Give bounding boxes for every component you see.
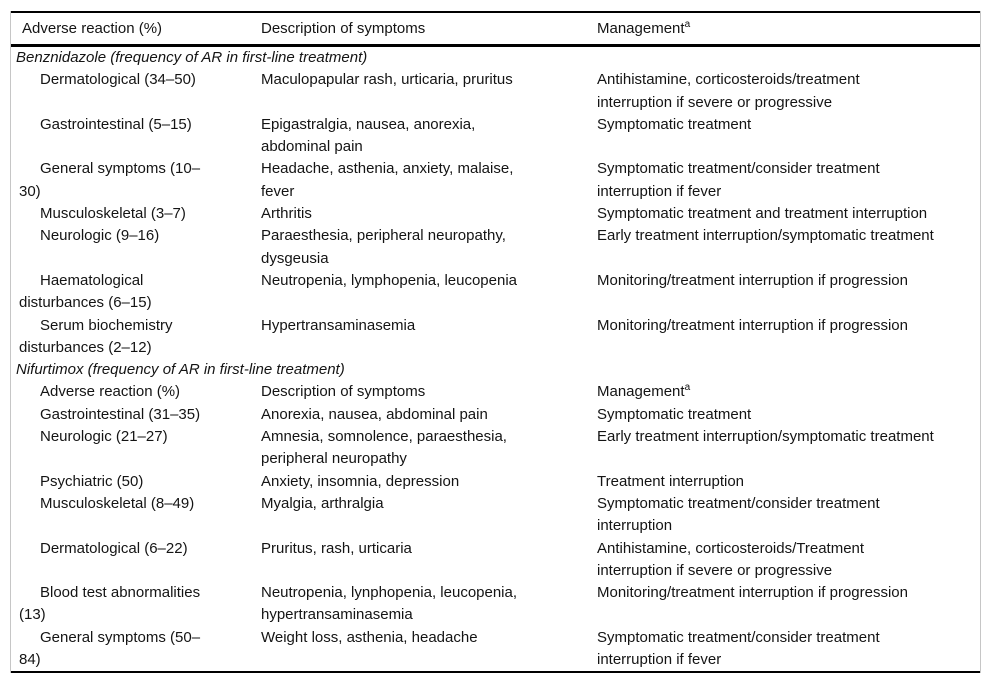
reaction-cell: Neurologic (21–27): [40, 428, 168, 446]
symptoms-cell: Neutropenia, lymphopenia, leucopenia: [261, 271, 518, 289]
table-row: Haematological disturbances (6–15) Neutro…: [11, 270, 980, 315]
management-cell: Monitoring/treatment interruption if pro…: [597, 584, 908, 602]
table-row: Gastrointestinal (31–35) Anorexia, nausea…: [11, 404, 980, 426]
reaction-cell: Serum biochemistry disturbances (2–12): [19, 316, 173, 356]
header-row: Adverse reaction (%) Description of symp…: [11, 12, 980, 47]
management-cell: Antihistamine, corticosteroids/Treatment…: [597, 539, 865, 579]
subheader-row: Adverse reaction (%) Description of sympt…: [11, 381, 980, 403]
reaction-cell: Musculoskeletal (3–7): [40, 205, 186, 223]
reaction-cell: General symptoms (10– 30): [19, 160, 201, 200]
table-row: Neurologic (9–16) Paraesthesia, periphera…: [11, 225, 980, 270]
symptoms-cell: Headache, asthenia, anxiety, malaise, fe…: [261, 160, 514, 200]
reaction-cell: Dermatological (6–22): [40, 539, 188, 557]
table-row: Neurologic (21–27) Amnesia, somnolence, p…: [11, 426, 980, 471]
management-cell: Early treatment interruption/symptomatic…: [597, 227, 934, 245]
symptoms-cell: Epigastralgia, nausea, anorexia, abdomin…: [261, 115, 476, 156]
symptoms-cell: Pruritus, rash, urticaria: [261, 539, 412, 557]
management-cell: Symptomatic treatment: [597, 405, 752, 423]
table-body: Benznidazole (frequency of AR in first-l…: [11, 46, 980, 673]
table-header: Adverse reaction (%) Description of symp…: [11, 12, 980, 47]
subheader-management: Managementa: [594, 381, 980, 403]
symptoms-cell: Neutropenia, lynphopenia, leucopenia, hy…: [261, 584, 518, 624]
reaction-cell: Dermatological (34–50): [40, 71, 196, 89]
management-cell: Monitoring/treatment interruption if pro…: [597, 316, 908, 334]
column-header-adverse-reaction: Adverse reaction (%): [11, 12, 261, 47]
management-cell: Symptomatic treatment/consider treatment…: [597, 494, 880, 535]
management-cell: Antihistamine, corticosteroids/treatment…: [597, 71, 860, 111]
reaction-cell: Psychiatric (50): [40, 472, 144, 490]
table-row: Musculoskeletal (8–49) Myalgia, arthralgi…: [11, 493, 980, 538]
column-header-management: Managementa: [594, 12, 980, 47]
footnote-marker-a: a: [684, 19, 691, 30]
reaction-cell: Blood test abnormalities (13): [19, 584, 201, 624]
column-header-management-label: Management: [597, 20, 685, 37]
table-row: Gastrointestinal (5–15) Epigastralgia, na…: [11, 114, 980, 159]
symptoms-cell: Hypertransaminasemia: [261, 316, 416, 334]
subheader-management-label: Management: [597, 383, 685, 401]
reaction-cell: Gastrointestinal (31–35): [40, 405, 201, 423]
section-title: Benznidazole (frequency of AR in first-l…: [16, 49, 368, 66]
subheader-adverse-reaction: Adverse reaction (%): [40, 383, 181, 401]
management-cell: Monitoring/treatment interruption if pro…: [597, 271, 908, 289]
table-row: Dermatological (34–50) Maculopapular rash…: [11, 69, 980, 114]
management-cell: Symptomatic treatment and treatment inte…: [597, 205, 928, 223]
symptoms-cell: Arthritis: [261, 205, 312, 223]
section-title: Nifurtimox (frequency of AR in first-lin…: [16, 361, 345, 379]
reaction-cell: Neurologic (9–16): [40, 227, 160, 245]
symptoms-cell: Amnesia, somnolence, paraesthesia, perip…: [261, 428, 507, 468]
management-cell: Symptomatic treatment/consider treatment…: [597, 628, 880, 669]
footnote-marker-a: a: [684, 382, 691, 394]
management-cell: Treatment interruption: [597, 472, 745, 490]
table-row: Psychiatric (50) Anxiety, insomnia, depre…: [11, 471, 980, 493]
table-row: General symptoms (10– 30) Headache, asthe…: [11, 158, 980, 203]
table-row: Blood test abnormalities (13) Neutropenia…: [11, 582, 980, 627]
management-cell: Symptomatic treatment/consider treatment…: [597, 160, 880, 200]
symptoms-cell: Maculopapular rash, urticaria, pruritus: [261, 71, 513, 89]
symptoms-cell: Myalgia, arthralgia: [261, 494, 384, 512]
management-cell: Early treatment interruption/symptomatic…: [597, 428, 934, 446]
reaction-cell: Gastrointestinal (5–15): [40, 115, 192, 133]
section-row: Nifurtimox (frequency of AR in first-lin…: [11, 359, 980, 381]
reaction-cell: Haematological disturbances (6–15): [19, 271, 152, 312]
reaction-cell: General symptoms (50– 84): [19, 628, 201, 669]
adverse-reactions-table: Adverse reaction (%) Description of symp…: [10, 11, 981, 674]
section-row: Benznidazole (frequency of AR in first-l…: [11, 46, 980, 70]
reaction-cell: Musculoskeletal (8–49): [40, 494, 195, 512]
table-row: Serum biochemistry disturbances (2–12) Hy…: [11, 315, 980, 360]
symptoms-cell: Anorexia, nausea, abdominal pain: [261, 405, 488, 423]
table-row: Musculoskeletal (3–7) Arthritis Symptomati…: [11, 203, 980, 225]
symptoms-cell: Paraesthesia, peripheral neuropathy, dys…: [261, 227, 506, 267]
symptoms-cell: Weight loss, asthenia, headache: [261, 628, 478, 646]
adverse-reactions-table-grid: Adverse reaction (%) Description of symp…: [11, 11, 980, 674]
table-row: General symptoms (50– 84) Weight loss, as…: [11, 627, 980, 673]
subheader-description-of-symptoms: Description of symptoms: [261, 383, 426, 401]
column-header-description-of-symptoms: Description of symptoms: [261, 12, 594, 47]
management-cell: Symptomatic treatment: [597, 115, 752, 133]
symptoms-cell: Anxiety, insomnia, depression: [261, 472, 460, 490]
table-row: Dermatological (6–22) Pruritus, rash, urt…: [11, 538, 980, 583]
